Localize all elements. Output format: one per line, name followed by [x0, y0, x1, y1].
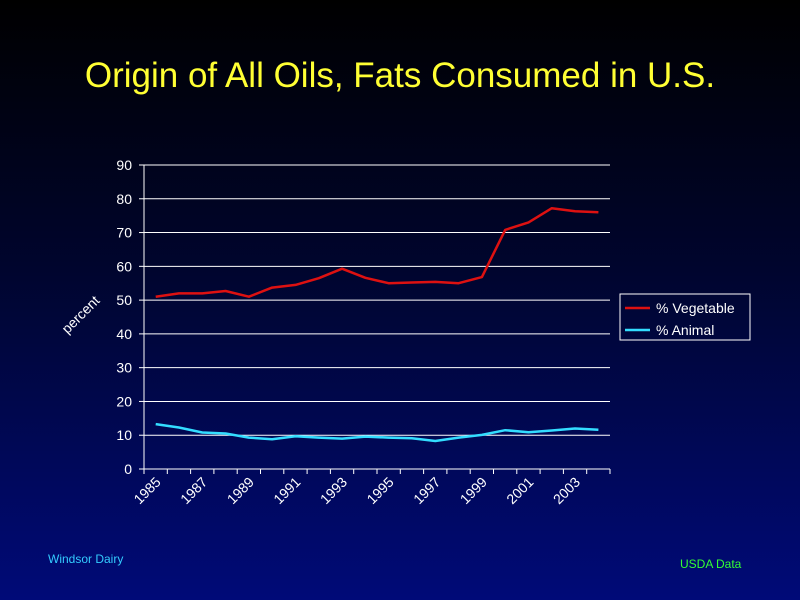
y-tick-label: 30 — [116, 360, 132, 376]
x-tick-label: 2003 — [550, 474, 583, 507]
axes — [139, 164, 611, 474]
y-tick-label: 50 — [116, 292, 132, 308]
y-tick-label: 20 — [116, 393, 132, 409]
gridlines — [144, 164, 610, 436]
x-tick-label: 1995 — [363, 474, 396, 507]
series-line-animal — [155, 422, 599, 443]
x-tick-label: 1997 — [410, 474, 443, 507]
legend-label: % Animal — [656, 322, 714, 338]
y-tick-label: 90 — [116, 157, 132, 173]
y-tick-label: 70 — [116, 225, 132, 241]
y-tick-label: 40 — [116, 326, 132, 342]
x-tick-labels: 1985 1987 1989 1991 1993 1995 1997 1999 2001 2003 — [130, 474, 583, 507]
y-tick-label: 10 — [116, 427, 132, 443]
x-tick-label: 1987 — [177, 474, 210, 507]
chart-title: Origin of All Oils, Fats Consumed in U.S… — [84, 56, 716, 95]
x-tick-label: 1993 — [317, 474, 350, 507]
x-tick-label: 2001 — [503, 474, 536, 507]
x-tick-label: 1989 — [224, 474, 257, 507]
x-tick-label: 1999 — [457, 474, 490, 507]
series-line-vegetable — [155, 206, 599, 298]
footer-source-right: USDA Data — [680, 557, 742, 571]
footer-source-left: Windsor Dairy — [48, 552, 124, 566]
y-tick-labels: 0 10 20 30 40 50 60 70 80 90 — [116, 157, 132, 477]
series-lines — [155, 206, 599, 443]
legend-label: % Vegetable — [656, 300, 735, 316]
y-tick-label: 0 — [124, 461, 132, 477]
legend: % Vegetable % Animal — [619, 293, 751, 341]
y-tick-label: 60 — [116, 258, 132, 274]
x-tick-label: 1985 — [130, 474, 163, 507]
legend-box — [619, 293, 751, 341]
x-tick-label: 1991 — [270, 474, 303, 507]
y-axis-label: percent — [58, 292, 102, 336]
y-tick-label: 80 — [116, 191, 132, 207]
